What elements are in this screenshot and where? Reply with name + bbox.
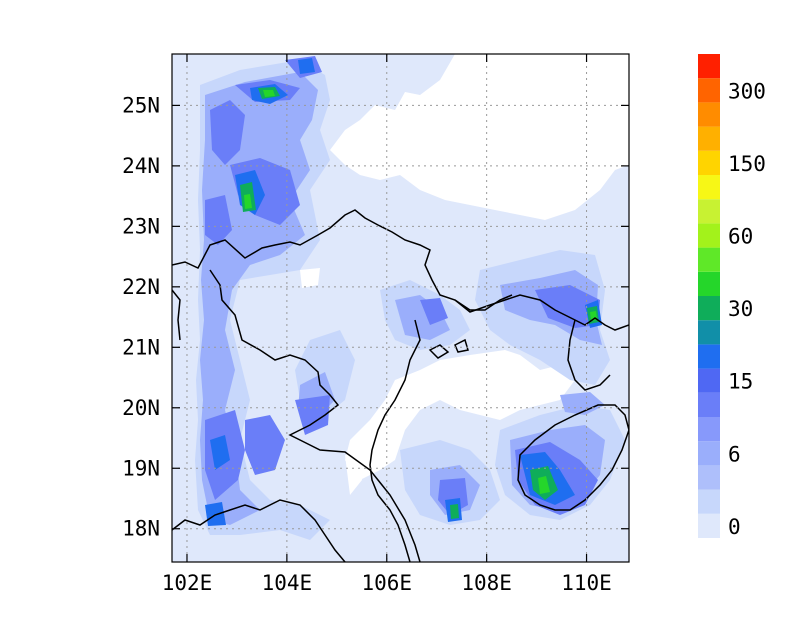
y-tick-label: 18N — [122, 517, 160, 541]
colorbar-swatch — [698, 392, 720, 417]
colorbar-label: 6 — [728, 442, 741, 466]
y-tick-label: 22N — [122, 275, 160, 299]
y-tick-label: 24N — [122, 154, 160, 178]
colorbar-swatch — [698, 78, 720, 103]
gulf-coast-china — [454, 294, 629, 331]
colorbar-swatch — [698, 247, 720, 272]
islands-gulf — [428, 338, 469, 359]
y-tick-label: 21N — [122, 335, 160, 359]
x-tick-label: 106E — [361, 571, 412, 595]
vietnam-coast — [369, 319, 421, 562]
colorbar-swatch — [698, 271, 720, 296]
colorbar-swatch — [698, 150, 720, 175]
coastline-borders — [172, 209, 629, 562]
colorbar-swatch — [698, 296, 720, 321]
y-axis: 18N 19N 20N 21N 22N 23N 24N 25N — [122, 93, 629, 541]
x-axis: 102E 104E 106E 108E 110E — [162, 54, 612, 595]
colorbar-swatch — [698, 489, 720, 514]
colorbar-swatch — [698, 223, 720, 248]
dry-areas — [172, 54, 629, 495]
colorbar-label: 150 — [728, 152, 766, 176]
colorbar: 0 6 15 30 60 150 300 — [698, 54, 766, 539]
colorbar-swatch — [698, 102, 720, 127]
colorbar-swatch — [698, 441, 720, 466]
colorbar-swatch — [698, 320, 720, 345]
colorbar-swatch — [698, 368, 720, 393]
gridlines — [172, 54, 629, 562]
x-tick-label: 102E — [162, 571, 213, 595]
colorbar-label: 15 — [728, 370, 753, 394]
colorbar-swatch — [698, 175, 720, 200]
y-tick-label: 23N — [122, 214, 160, 238]
y-tick-label: 20N — [122, 396, 160, 420]
colorbar-swatch — [698, 513, 720, 538]
colorbar-label: 300 — [728, 79, 766, 103]
colorbar-swatch — [698, 344, 720, 369]
china-vietnam-border — [172, 209, 513, 311]
colorbar-swatch — [698, 417, 720, 442]
y-tick-label: 25N — [122, 93, 160, 117]
x-tick-label: 108E — [461, 571, 512, 595]
x-tick-label: 110E — [561, 571, 612, 595]
colorbar-label: 60 — [728, 225, 753, 249]
plot-frame — [171, 53, 630, 563]
colorbar-swatch — [698, 54, 720, 79]
yunnan-border-west — [172, 289, 181, 341]
colorbar-swatch — [698, 465, 720, 490]
laos-thailand-border — [172, 499, 346, 562]
hainan-island — [517, 404, 629, 511]
colorbar-label: 0 — [728, 515, 741, 539]
contour-field — [172, 54, 629, 562]
y-tick-label: 19N — [122, 456, 160, 480]
extreme-rain-areas — [244, 90, 597, 494]
x-tick-label: 104E — [262, 571, 313, 595]
colorbar-swatch — [698, 199, 720, 224]
colorbar-label: 30 — [728, 297, 753, 321]
leizhou-peninsula — [567, 319, 611, 391]
colorbar-swatch — [698, 126, 720, 151]
